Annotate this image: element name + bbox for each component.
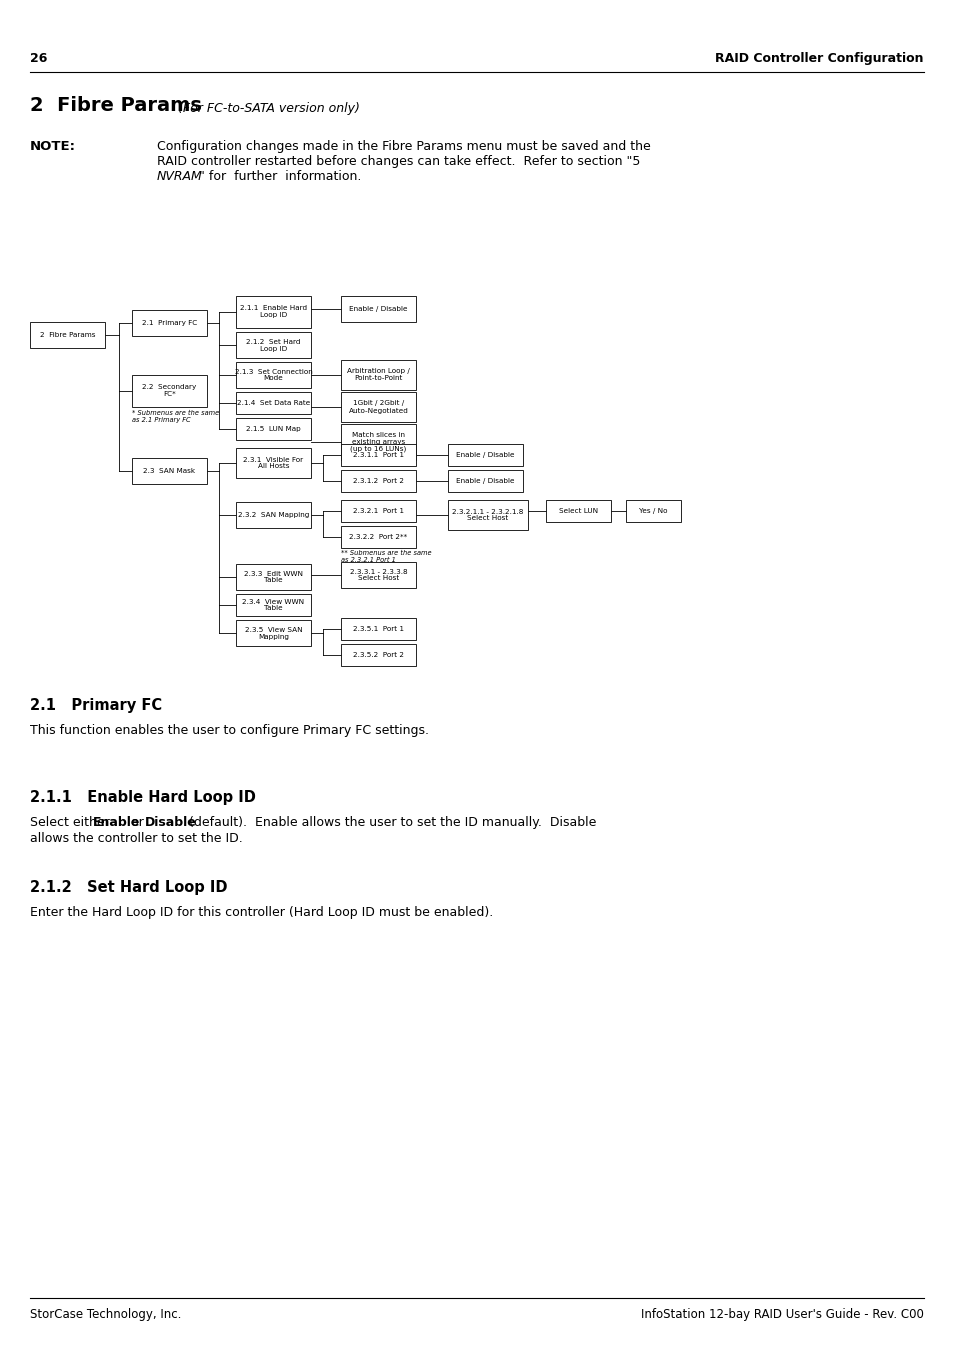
Text: 1Gbit / 2Gbit /
Auto-Negotiated: 1Gbit / 2Gbit / Auto-Negotiated: [348, 401, 408, 413]
FancyBboxPatch shape: [448, 500, 527, 530]
Text: 2.2  Secondary
FC*: 2.2 Secondary FC*: [142, 385, 196, 397]
Text: (For FC-to-SATA version only): (For FC-to-SATA version only): [178, 103, 359, 115]
Text: 2.3.1  Visible For
All Hosts: 2.3.1 Visible For All Hosts: [243, 456, 303, 470]
Text: 2.3  SAN Mask: 2.3 SAN Mask: [143, 468, 195, 474]
FancyBboxPatch shape: [448, 444, 522, 465]
Text: 2.3.2  SAN Mapping: 2.3.2 SAN Mapping: [237, 512, 309, 517]
FancyBboxPatch shape: [625, 500, 680, 522]
Text: 2.3.5.2  Port 2: 2.3.5.2 Port 2: [353, 652, 403, 658]
Text: InfoStation 12-bay RAID User's Guide - Rev. C00: InfoStation 12-bay RAID User's Guide - R…: [640, 1307, 923, 1321]
Text: 2  Fibre Params: 2 Fibre Params: [30, 96, 202, 115]
Text: This function enables the user to configure Primary FC settings.: This function enables the user to config…: [30, 724, 429, 737]
FancyBboxPatch shape: [132, 309, 207, 335]
FancyBboxPatch shape: [340, 643, 416, 665]
Text: 2.3.5.1  Port 1: 2.3.5.1 Port 1: [353, 626, 403, 632]
Text: 2.3.3.1 - 2.3.3.8
Select Host: 2.3.3.1 - 2.3.3.8 Select Host: [350, 568, 407, 582]
Text: Disable: Disable: [145, 816, 196, 830]
Text: or: or: [127, 816, 148, 830]
Text: 2.3.2.1  Port 1: 2.3.2.1 Port 1: [353, 508, 403, 513]
Text: Select either: Select either: [30, 816, 113, 830]
Text: 2.3.2.1.1 - 2.3.2.1.8
Select Host: 2.3.2.1.1 - 2.3.2.1.8 Select Host: [452, 508, 523, 522]
Text: RAID Controller Configuration: RAID Controller Configuration: [715, 52, 923, 64]
Text: 2.3.5  View SAN
Mapping: 2.3.5 View SAN Mapping: [244, 627, 302, 639]
FancyBboxPatch shape: [235, 594, 311, 616]
FancyBboxPatch shape: [340, 424, 416, 460]
Text: Configuration changes made in the Fibre Params menu must be saved and the: Configuration changes made in the Fibre …: [157, 140, 650, 153]
FancyBboxPatch shape: [235, 296, 311, 329]
Text: 2  Fibre Params: 2 Fibre Params: [40, 333, 95, 338]
FancyBboxPatch shape: [340, 444, 416, 465]
Text: 26: 26: [30, 52, 48, 64]
FancyBboxPatch shape: [235, 448, 311, 478]
Text: Enter the Hard Loop ID for this controller (Hard Loop ID must be enabled).: Enter the Hard Loop ID for this controll…: [30, 906, 493, 919]
Text: 2.3.4  View WWN
Table: 2.3.4 View WWN Table: [242, 598, 304, 612]
Text: 2.1.4  Set Data Rate: 2.1.4 Set Data Rate: [236, 400, 310, 407]
FancyBboxPatch shape: [132, 459, 207, 485]
Text: * Submenus are the same
as 2.1 Primary FC: * Submenus are the same as 2.1 Primary F…: [132, 409, 219, 423]
Text: 2.1.2   Set Hard Loop ID: 2.1.2 Set Hard Loop ID: [30, 880, 227, 895]
FancyBboxPatch shape: [545, 500, 610, 522]
FancyBboxPatch shape: [340, 526, 416, 548]
FancyBboxPatch shape: [340, 470, 416, 491]
Text: 2.3.3  Edit WWN
Table: 2.3.3 Edit WWN Table: [244, 571, 303, 583]
FancyBboxPatch shape: [235, 564, 311, 590]
Text: 2.1.1   Enable Hard Loop ID: 2.1.1 Enable Hard Loop ID: [30, 790, 255, 805]
FancyBboxPatch shape: [340, 296, 416, 322]
FancyBboxPatch shape: [30, 322, 105, 348]
Text: 2.1.2  Set Hard
Loop ID: 2.1.2 Set Hard Loop ID: [246, 338, 300, 352]
FancyBboxPatch shape: [235, 502, 311, 528]
FancyBboxPatch shape: [340, 563, 416, 589]
Text: Match slices in
existing arrays
(up to 16 LUNs): Match slices in existing arrays (up to 1…: [350, 431, 406, 452]
Text: Enable / Disable: Enable / Disable: [349, 307, 407, 312]
FancyBboxPatch shape: [448, 470, 522, 491]
Text: (default).  Enable allows the user to set the ID manually.  Disable: (default). Enable allows the user to set…: [185, 816, 596, 830]
Text: " for  further  information.: " for further information.: [199, 170, 361, 183]
Text: 2.1   Primary FC: 2.1 Primary FC: [30, 698, 162, 713]
FancyBboxPatch shape: [235, 418, 311, 439]
Text: Yes / No: Yes / No: [639, 508, 667, 513]
Text: 2.3.1.1  Port 1: 2.3.1.1 Port 1: [353, 452, 403, 459]
Text: Enable: Enable: [92, 816, 140, 830]
Text: 2.3.2.2  Port 2**: 2.3.2.2 Port 2**: [349, 534, 407, 539]
Text: Enable / Disable: Enable / Disable: [456, 478, 515, 485]
Text: 2.3.1.2  Port 2: 2.3.1.2 Port 2: [353, 478, 403, 485]
Text: Arbitration Loop /
Point-to-Point: Arbitration Loop / Point-to-Point: [347, 368, 410, 382]
Text: StorCase Technology, Inc.: StorCase Technology, Inc.: [30, 1307, 181, 1321]
FancyBboxPatch shape: [340, 500, 416, 522]
FancyBboxPatch shape: [340, 360, 416, 390]
FancyBboxPatch shape: [132, 375, 207, 407]
FancyBboxPatch shape: [340, 617, 416, 639]
Text: Enable / Disable: Enable / Disable: [456, 452, 515, 459]
FancyBboxPatch shape: [235, 392, 311, 413]
FancyBboxPatch shape: [235, 333, 311, 359]
Text: RAID controller restarted before changes can take effect.  Refer to section "5: RAID controller restarted before changes…: [157, 155, 639, 168]
Text: allows the controller to set the ID.: allows the controller to set the ID.: [30, 832, 242, 845]
Text: ** Submenus are the same
as 2.3.2.1 Port 1: ** Submenus are the same as 2.3.2.1 Port…: [340, 550, 431, 563]
Text: NVRAM: NVRAM: [157, 170, 203, 183]
Text: 2.1  Primary FC: 2.1 Primary FC: [142, 320, 197, 326]
Text: 2.1.3  Set Connection
Mode: 2.1.3 Set Connection Mode: [234, 368, 312, 382]
Text: NOTE:: NOTE:: [30, 140, 76, 153]
FancyBboxPatch shape: [235, 361, 311, 387]
Text: 2.1.5  LUN Map: 2.1.5 LUN Map: [246, 426, 300, 433]
Text: 2.1.1  Enable Hard
Loop ID: 2.1.1 Enable Hard Loop ID: [240, 305, 307, 319]
FancyBboxPatch shape: [235, 620, 311, 646]
FancyBboxPatch shape: [340, 392, 416, 422]
Text: Select LUN: Select LUN: [558, 508, 598, 513]
